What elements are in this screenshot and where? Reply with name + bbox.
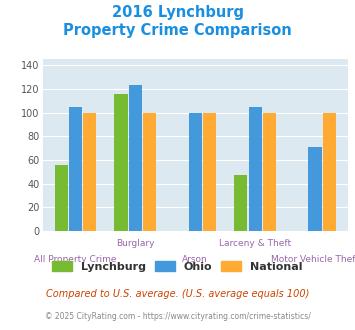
Text: 2016 Lynchburg: 2016 Lynchburg: [111, 5, 244, 20]
Text: All Property Crime: All Property Crime: [34, 255, 117, 264]
Bar: [189, 113, 202, 231]
Bar: [55, 165, 68, 231]
Text: Compared to U.S. average. (U.S. average equals 100): Compared to U.S. average. (U.S. average …: [46, 289, 309, 299]
Bar: [143, 113, 156, 231]
Bar: [203, 113, 216, 231]
Bar: [248, 107, 262, 231]
Text: Motor Vehicle Theft: Motor Vehicle Theft: [271, 255, 355, 264]
Bar: [83, 113, 97, 231]
Bar: [129, 85, 142, 231]
Text: Arson: Arson: [182, 255, 208, 264]
Legend: Lynchburg, Ohio, National: Lynchburg, Ohio, National: [49, 258, 306, 276]
Text: © 2025 CityRating.com - https://www.cityrating.com/crime-statistics/: © 2025 CityRating.com - https://www.city…: [45, 312, 310, 321]
Text: Larceny & Theft: Larceny & Theft: [219, 239, 291, 248]
Text: Burglary: Burglary: [116, 239, 155, 248]
Bar: [308, 147, 322, 231]
Bar: [323, 113, 336, 231]
Bar: [263, 113, 276, 231]
Bar: [114, 94, 127, 231]
Bar: [69, 107, 82, 231]
Bar: [234, 175, 247, 231]
Text: Property Crime Comparison: Property Crime Comparison: [63, 23, 292, 38]
